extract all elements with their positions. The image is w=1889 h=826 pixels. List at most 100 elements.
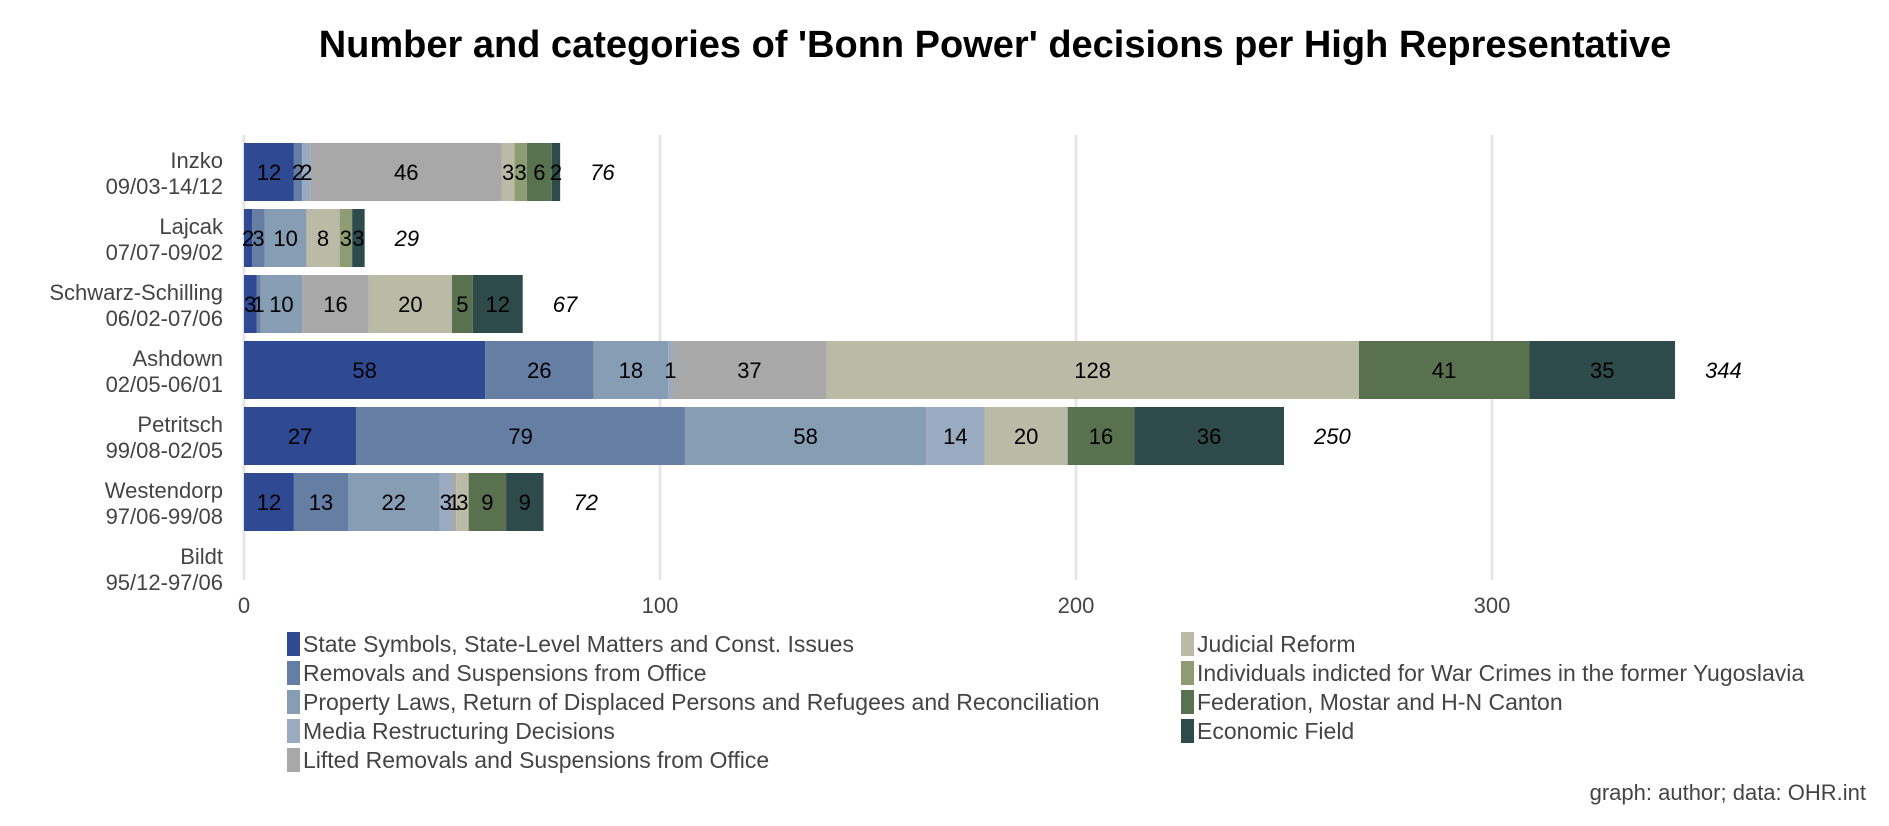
x-tick-label: 200 bbox=[1058, 593, 1095, 618]
bar-segment bbox=[310, 143, 502, 201]
y-tick-label: Schwarz-Schilling 06/02-07/06 bbox=[49, 280, 223, 331]
segment-value-label: 1 bbox=[664, 358, 676, 383]
segment-value-label: 3 bbox=[340, 226, 352, 251]
legend-label: State Symbols, State-Level Matters and C… bbox=[303, 631, 854, 657]
bar-segment bbox=[293, 143, 303, 201]
segment-value-label: 58 bbox=[793, 424, 817, 449]
segment-value-label: 58 bbox=[352, 358, 376, 383]
y-tick-label: Petritsch 99/08-02/05 bbox=[106, 412, 223, 463]
x-axis: 0 100 200 300 bbox=[238, 593, 1510, 618]
segment-value-label: 26 bbox=[527, 358, 551, 383]
segment-value-label: 3 bbox=[440, 490, 452, 515]
y-tick-label: Westendorp 97/06-99/08 bbox=[105, 478, 223, 529]
chart-caption: graph: author; data: OHR.int bbox=[1590, 780, 1866, 805]
bar-segment bbox=[244, 143, 294, 201]
bar-segment bbox=[252, 209, 265, 267]
bar-segment bbox=[1067, 407, 1135, 465]
x-tick-label: 300 bbox=[1474, 593, 1511, 618]
segment-value-label: 1 bbox=[448, 490, 460, 515]
x-tick-label: 0 bbox=[238, 593, 250, 618]
legend-swatch bbox=[287, 719, 300, 743]
bar-segment bbox=[293, 473, 348, 531]
segment-value-label: 3 bbox=[456, 490, 468, 515]
segment-value-label: 9 bbox=[481, 490, 493, 515]
bar-segment bbox=[244, 407, 357, 465]
segment-value-label: 12 bbox=[486, 292, 510, 317]
bar-total-label: 67 bbox=[553, 292, 578, 317]
legend-swatch bbox=[287, 690, 300, 714]
bar-segment bbox=[264, 209, 307, 267]
bar-segment bbox=[1358, 341, 1530, 399]
segment-value-label: 37 bbox=[737, 358, 761, 383]
chart-title: Number and categories of 'Bonn Power' de… bbox=[319, 24, 1672, 66]
bar-total-label: 76 bbox=[590, 160, 615, 185]
bar-segment bbox=[356, 407, 685, 465]
segment-value-label: 2 bbox=[242, 226, 254, 251]
segment-value-label: 41 bbox=[1432, 358, 1456, 383]
legend-swatch bbox=[1181, 632, 1194, 656]
segment-value-label: 13 bbox=[309, 490, 333, 515]
bar-total-label: 250 bbox=[1313, 424, 1351, 449]
bar-segment bbox=[551, 143, 561, 201]
segment-value-label: 3 bbox=[252, 226, 264, 251]
bar-segment bbox=[826, 341, 1359, 399]
segment-value-label: 3 bbox=[244, 292, 256, 317]
segment-value-label: 3 bbox=[502, 160, 514, 185]
bar-segment bbox=[1529, 341, 1676, 399]
bar-segment bbox=[256, 275, 261, 333]
bar-segment bbox=[306, 209, 340, 267]
y-axis: Inzko 09/03-14/12 Lajcak 07/07-09/02 Schwarz… bbox=[49, 148, 224, 595]
bar-segment bbox=[244, 473, 294, 531]
bars bbox=[244, 143, 1676, 531]
bar-segment bbox=[302, 275, 369, 333]
segment-value-label: 14 bbox=[943, 424, 967, 449]
segment-value-label: 79 bbox=[508, 424, 532, 449]
legend-label: Economic Field bbox=[1197, 718, 1354, 744]
segment-value-label: 12 bbox=[257, 490, 281, 515]
segment-value-label: 16 bbox=[323, 292, 347, 317]
legend-label: Media Restructuring Decisions bbox=[303, 718, 615, 744]
legend-swatch bbox=[1181, 719, 1194, 743]
legend-label: Federation, Mostar and H-N Canton bbox=[1197, 689, 1563, 715]
bar-segment bbox=[672, 341, 827, 399]
legend-swatch bbox=[287, 661, 300, 685]
segment-value-label: 1 bbox=[252, 292, 264, 317]
segment-value-label: 128 bbox=[1074, 358, 1111, 383]
segment-value-label: 9 bbox=[519, 490, 531, 515]
legend-swatch bbox=[287, 748, 300, 772]
segment-value-label: 12 bbox=[257, 160, 281, 185]
bar-segment bbox=[339, 209, 353, 267]
segment-value-label: 10 bbox=[269, 292, 293, 317]
bar-segment bbox=[506, 473, 544, 531]
bar-segment bbox=[348, 473, 440, 531]
segment-value-label: 35 bbox=[1590, 358, 1614, 383]
bar-segment bbox=[485, 341, 594, 399]
bar-total-label: 72 bbox=[574, 490, 598, 515]
segment-value-label: 8 bbox=[317, 226, 329, 251]
legend-label: Lifted Removals and Suspensions from Off… bbox=[303, 747, 769, 773]
segment-value-label: 2 bbox=[292, 160, 304, 185]
bar-segment bbox=[452, 275, 473, 333]
y-tick-label: Lajcak 07/07-09/02 bbox=[106, 214, 224, 265]
bar-segment bbox=[452, 473, 457, 531]
segment-value-label: 16 bbox=[1089, 424, 1113, 449]
segment-value-label: 20 bbox=[398, 292, 422, 317]
bar-segment bbox=[926, 407, 985, 465]
segment-value-label: 3 bbox=[352, 226, 364, 251]
legend-label: Judicial Reform bbox=[1197, 631, 1356, 657]
bar-segment bbox=[593, 341, 669, 399]
bar-segment bbox=[468, 473, 507, 531]
bar-segment bbox=[1134, 407, 1284, 465]
bar-segment bbox=[472, 275, 523, 333]
bar-segment bbox=[684, 407, 927, 465]
segment-value-label: 10 bbox=[273, 226, 297, 251]
bar-total-label: 344 bbox=[1705, 358, 1742, 383]
bar-segment bbox=[514, 143, 527, 201]
legend-label: Removals and Suspensions from Office bbox=[303, 660, 707, 686]
segment-value-label: 20 bbox=[1014, 424, 1038, 449]
bar-segment bbox=[302, 143, 311, 201]
bar-segment bbox=[352, 209, 365, 267]
bar-segment bbox=[984, 407, 1068, 465]
